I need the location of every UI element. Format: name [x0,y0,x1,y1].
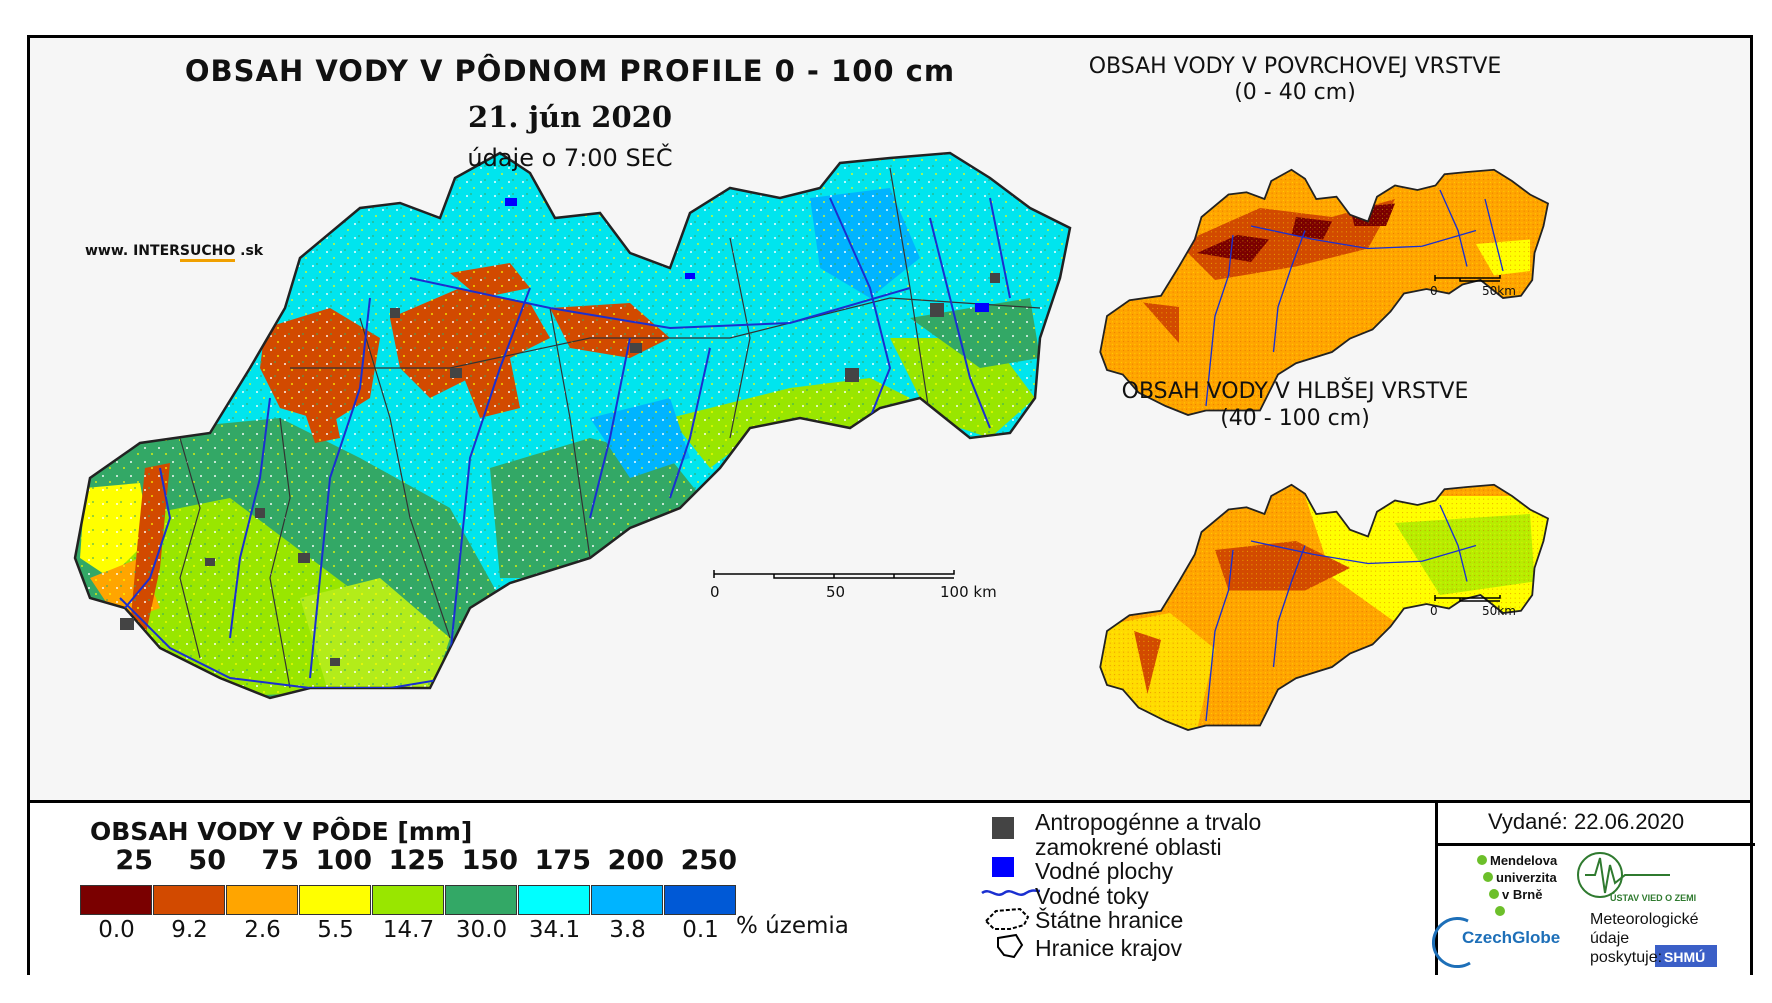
legend-panel: OBSAH VODY V PÔDE [mm] % územia Antropog… [30,800,1755,975]
map-date: 21. jún 2020 [467,100,673,134]
inset-surface-scale-50: 50km [1482,284,1516,298]
ustav-text: ÚSTAV VIED O ZEMI [1610,893,1697,903]
main-scale-label-0: 0 [710,583,720,601]
urban-areas [120,273,1000,666]
legend-threshold: 25 [115,845,153,876]
partner-logos [1431,852,1717,969]
ustav-logo-icon [1577,852,1670,898]
inset-deep-title-1: OBSAH VODY V HLBŠEJ VRSTVE [1121,379,1469,404]
legend-pct-unit: % územia [736,913,849,939]
symbol-legend-icons [981,817,1041,959]
main-scale-label-100: 100 km [940,583,997,601]
legend-title: OBSAH VODY V PÔDE [mm] [90,817,473,846]
website-highlight: SUCHO [179,243,236,262]
map-title: OBSAH VODY V PÔDNOM PROFILE 0 - 100 cm [184,54,956,88]
legend-pct: 0.1 [682,917,719,943]
mendel-logo-icon [1477,855,1505,916]
mendel-text-3: v Brně [1502,887,1543,902]
legend-threshold: 250 [680,845,737,876]
legend-threshold: 75 [261,845,299,876]
shmu-logo-icon [1655,945,1717,967]
legend-divider [1435,803,1438,975]
legend-threshold: 150 [461,845,518,876]
legend-swatch [664,885,736,915]
legend-pct: 5.5 [317,917,354,943]
czechglobe-text: CzechGlobe [1462,928,1561,947]
legend-swatch [153,885,225,915]
inset-deep-title-2: (40 - 100 cm) [1220,406,1370,431]
main-scale-bar [713,570,955,579]
region-border-icon [997,933,1024,959]
legend-water-bodies: Vodné plochy [1035,858,1174,884]
legend-threshold: 175 [534,845,591,876]
legend-swatch [226,885,298,915]
legend-pct: 0.0 [98,917,135,943]
map-area: OBSAH VODY V PÔDNOM PROFILE 0 - 100 cm 2… [30,38,1750,800]
legend-pct: 34.1 [528,917,581,943]
inset-surface-title-1: OBSAH VODY V POVRCHOVEJ VRSTVE [1088,54,1502,79]
legend-threshold: 50 [188,845,226,876]
inset-surface-title-2: (0 - 40 cm) [1234,80,1356,105]
legend-pct: 2.6 [244,917,281,943]
legend-divider-h [1435,843,1755,846]
inset-deep-scale-0: 0 [1430,604,1438,618]
website-link[interactable]: www. INTERSUCHO .sk [85,243,264,262]
anthro-area-icon [992,817,1014,839]
river-icon [981,889,1041,896]
shmu-text: SHMÚ [1664,949,1706,965]
inset-surface-scale-0: 0 [1430,284,1438,298]
map-time-note: údaje o 7:00 SEČ [467,144,673,172]
map-frame: OBSAH VODY V PÔDNOM PROFILE 0 - 100 cm 2… [27,35,1755,975]
meteo-text-1: Meteorologické [1590,911,1699,928]
inset-deep-scale-50: 50km [1482,604,1516,618]
issued-date: Vydané: 22.06.2020 [1488,809,1685,834]
state-border-icon [984,907,1030,930]
mendel-text-1: Mendelova [1490,853,1558,868]
meteo-text-2: údaje [1590,930,1630,947]
legend-swatch [591,885,663,915]
inset-scale-bars [1434,275,1501,602]
legend-swatch [299,885,371,915]
legend-swatch [445,885,517,915]
legend-threshold: 200 [607,845,664,876]
water-body-icon [992,857,1014,877]
legend-anthro-2: zamokrené oblasti [1035,834,1222,860]
legend-region-border: Hranice krajov [1035,935,1182,961]
website-suffix: .sk [235,243,264,259]
legend-pct: 14.7 [382,917,435,943]
czechglobe-logo-icon [1431,917,1471,969]
legend-swatch [372,885,444,915]
map-graphics [73,151,1549,731]
legend-pct: 3.8 [609,917,646,943]
legend-pct: 30.0 [455,917,508,943]
legend-swatch [80,885,152,915]
legend-threshold: 100 [315,845,372,876]
main-scale-label-50: 50 [826,583,846,601]
meteo-text-3: poskytuje: [1590,949,1663,966]
mendel-text-2: univerzita [1496,870,1557,885]
legend-threshold: 125 [388,845,445,876]
legend-swatch [518,885,590,915]
legend-state-border: Štátne hranice [1035,907,1184,933]
website-prefix: www. INTER [85,243,180,259]
inset-deep-map [1099,483,1549,731]
legend-pct: 9.2 [171,917,208,943]
water-bodies [505,198,989,312]
legend-anthro-1: Antropogénne a trvalo [1035,809,1262,835]
legend-rivers: Vodné toky [1035,883,1149,909]
